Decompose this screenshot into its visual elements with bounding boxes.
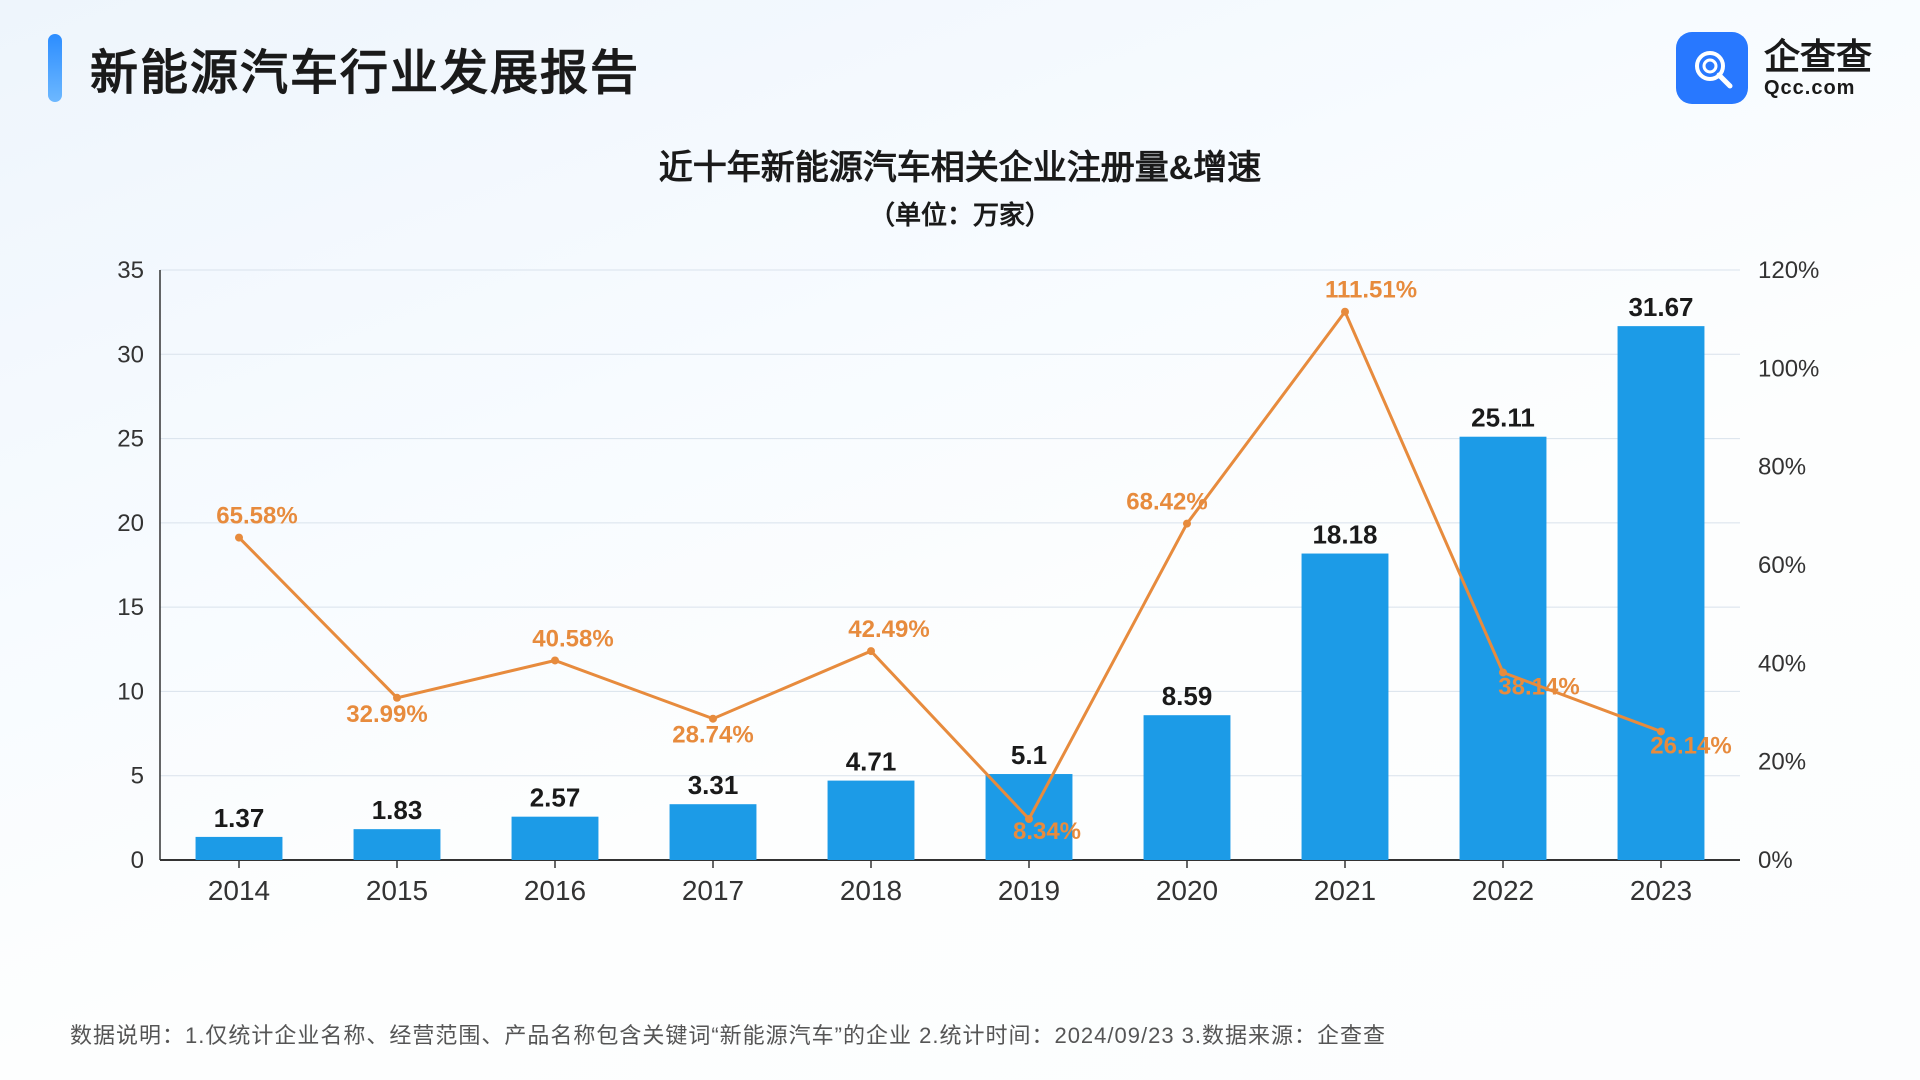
svg-text:5.1: 5.1	[1011, 740, 1047, 770]
svg-text:2017: 2017	[682, 875, 744, 906]
brand-logo-zh: 企查查	[1764, 37, 1872, 77]
svg-text:20: 20	[117, 510, 144, 537]
svg-text:42.49%: 42.49%	[848, 616, 929, 643]
brand-logo-text: 企查查 Qcc.com	[1764, 37, 1872, 99]
svg-text:2014: 2014	[208, 875, 270, 906]
chart-title: 近十年新能源汽车相关企业注册量&增速	[0, 140, 1920, 189]
brand-logo-en: Qcc.com	[1764, 77, 1872, 99]
chart-svg: 0 5 10 15 20 25 30 35 0% 20% 40% 60% 80% 100% 120% 1.37…	[70, 250, 1850, 930]
svg-text:8.59: 8.59	[1162, 681, 1213, 711]
svg-text:40.58%: 40.58%	[532, 625, 613, 652]
svg-text:2021: 2021	[1314, 875, 1376, 906]
svg-text:15: 15	[117, 594, 144, 621]
header: 新能源汽车行业发展报告 企查查 Qcc.com	[48, 32, 1872, 104]
brand-logo-icon	[1676, 32, 1748, 104]
svg-text:0: 0	[131, 847, 144, 874]
svg-text:1.83: 1.83	[372, 795, 423, 825]
svg-text:2022: 2022	[1472, 875, 1534, 906]
svg-text:10: 10	[117, 678, 144, 705]
svg-text:38.14%: 38.14%	[1498, 673, 1579, 700]
svg-text:28.74%: 28.74%	[672, 722, 753, 749]
svg-text:2016: 2016	[524, 875, 586, 906]
svg-text:30: 30	[117, 341, 144, 368]
svg-text:5: 5	[131, 763, 144, 790]
svg-text:68.42%: 68.42%	[1126, 489, 1207, 516]
svg-text:2015: 2015	[366, 875, 428, 906]
svg-text:2.57: 2.57	[530, 783, 581, 813]
svg-text:26.14%: 26.14%	[1650, 732, 1731, 759]
svg-text:80%: 80%	[1758, 454, 1806, 481]
svg-text:60%: 60%	[1758, 552, 1806, 579]
svg-text:18.18: 18.18	[1312, 520, 1377, 550]
svg-text:0%: 0%	[1758, 847, 1793, 874]
svg-text:111.51%: 111.51%	[1325, 277, 1417, 304]
svg-text:25.11: 25.11	[1471, 403, 1535, 433]
svg-text:8.34%: 8.34%	[1013, 818, 1081, 845]
chart-title-block: 近十年新能源汽车相关企业注册量&增速 （单位：万家）	[0, 140, 1920, 232]
chart-unit-label: （单位：万家）	[0, 195, 1920, 232]
svg-text:3.31: 3.31	[688, 770, 739, 800]
svg-text:32.99%: 32.99%	[346, 701, 427, 728]
combo-chart: 0 5 10 15 20 25 30 35 0% 20% 40% 60% 80% 100% 120% 1.37…	[70, 250, 1850, 930]
svg-text:31.67: 31.67	[1628, 292, 1693, 322]
svg-text:35: 35	[117, 257, 144, 284]
svg-text:2018: 2018	[840, 875, 902, 906]
svg-text:1.37: 1.37	[214, 803, 265, 833]
svg-text:2019: 2019	[998, 875, 1060, 906]
title-accent-bar	[48, 34, 62, 102]
footer-note: 数据说明：1.仅统计企业名称、经营范围、产品名称包含关键词“新能源汽车”的企业 …	[70, 1018, 1850, 1050]
title-wrap: 新能源汽车行业发展报告	[48, 33, 640, 103]
svg-text:100%: 100%	[1758, 355, 1819, 382]
svg-text:120%: 120%	[1758, 257, 1819, 284]
svg-text:2020: 2020	[1156, 875, 1218, 906]
svg-text:25: 25	[117, 426, 144, 453]
brand-logo: 企查查 Qcc.com	[1676, 32, 1872, 104]
svg-text:20%: 20%	[1758, 749, 1806, 776]
svg-text:40%: 40%	[1758, 650, 1806, 677]
svg-text:65.58%: 65.58%	[216, 503, 297, 530]
page-title: 新能源汽车行业发展报告	[90, 33, 640, 103]
svg-text:4.71: 4.71	[846, 747, 897, 777]
svg-text:2023: 2023	[1630, 875, 1692, 906]
